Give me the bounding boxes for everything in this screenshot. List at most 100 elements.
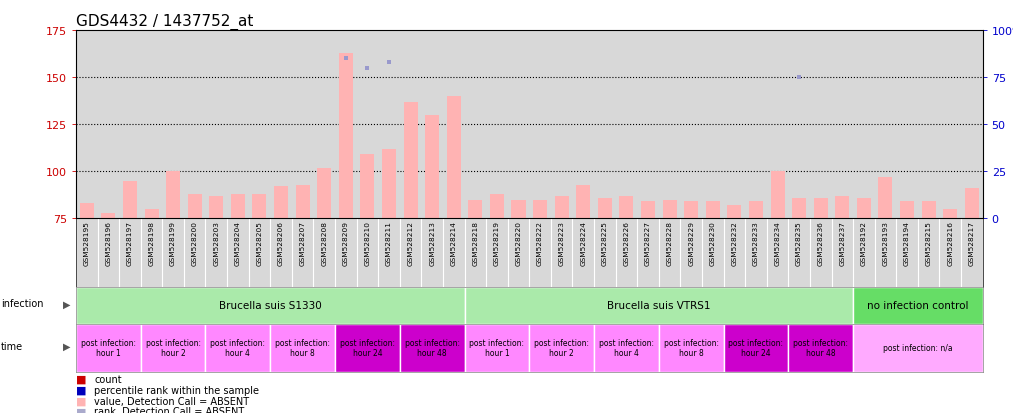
Bar: [853, 287, 983, 324]
Text: GSM528226: GSM528226: [623, 221, 629, 266]
Bar: [338, 54, 353, 219]
Bar: [76, 324, 141, 372]
Text: GSM528228: GSM528228: [667, 221, 673, 266]
Text: GSM528203: GSM528203: [214, 221, 219, 266]
Text: GSM528192: GSM528192: [861, 221, 867, 266]
Bar: [425, 116, 440, 219]
Text: GSM528204: GSM528204: [235, 221, 241, 266]
Text: GSM528233: GSM528233: [753, 221, 759, 266]
Text: post infection:
hour 1: post infection: hour 1: [81, 338, 136, 358]
Text: ■: ■: [76, 385, 86, 395]
Bar: [706, 202, 720, 219]
Text: GSM528212: GSM528212: [407, 221, 413, 266]
Bar: [465, 287, 853, 324]
Text: post infection:
hour 4: post infection: hour 4: [599, 338, 654, 358]
Bar: [663, 200, 677, 219]
Bar: [231, 195, 245, 219]
Text: Brucella suis VTRS1: Brucella suis VTRS1: [607, 301, 710, 311]
Bar: [792, 198, 806, 219]
Bar: [187, 195, 202, 219]
Text: GSM528196: GSM528196: [105, 221, 111, 266]
Text: GSM528195: GSM528195: [84, 221, 90, 266]
Text: ■: ■: [76, 396, 86, 406]
Text: GSM528217: GSM528217: [968, 221, 975, 266]
Text: GSM528193: GSM528193: [882, 221, 888, 266]
Bar: [400, 324, 465, 372]
Bar: [123, 181, 137, 219]
Text: post infection:
hour 48: post infection: hour 48: [793, 338, 848, 358]
Text: GSM528235: GSM528235: [796, 221, 802, 266]
Bar: [900, 202, 914, 219]
Text: GSM528215: GSM528215: [926, 221, 932, 266]
Text: ■: ■: [76, 374, 86, 384]
Bar: [853, 324, 983, 372]
Text: post infection:
hour 48: post infection: hour 48: [404, 338, 460, 358]
Text: GSM528206: GSM528206: [278, 221, 284, 266]
Text: GSM528211: GSM528211: [386, 221, 392, 266]
Bar: [857, 198, 871, 219]
Bar: [727, 206, 742, 219]
Text: GSM528208: GSM528208: [321, 221, 327, 266]
Bar: [76, 287, 465, 324]
Text: GSM528224: GSM528224: [580, 221, 587, 266]
Text: GSM528205: GSM528205: [256, 221, 262, 266]
Bar: [943, 209, 957, 219]
Bar: [922, 202, 936, 219]
Text: ■: ■: [76, 406, 86, 413]
Bar: [723, 324, 788, 372]
Text: GSM528219: GSM528219: [494, 221, 499, 266]
Text: post infection:
hour 8: post infection: hour 8: [664, 338, 718, 358]
Bar: [813, 198, 828, 219]
Bar: [530, 324, 594, 372]
Text: GSM528199: GSM528199: [170, 221, 176, 266]
Text: GSM528194: GSM528194: [904, 221, 910, 266]
Text: GSM528237: GSM528237: [840, 221, 845, 266]
Bar: [576, 185, 591, 219]
Text: GSM528222: GSM528222: [537, 221, 543, 266]
Text: GSM528214: GSM528214: [451, 221, 457, 266]
Text: count: count: [94, 374, 122, 384]
Text: ▶: ▶: [63, 341, 70, 351]
Text: percentile rank within the sample: percentile rank within the sample: [94, 385, 259, 395]
Bar: [964, 189, 979, 219]
Text: post infection:
hour 1: post infection: hour 1: [469, 338, 525, 358]
Text: GSM528197: GSM528197: [127, 221, 133, 266]
Text: rank, Detection Call = ABSENT: rank, Detection Call = ABSENT: [94, 406, 244, 413]
Bar: [598, 198, 612, 219]
Bar: [296, 185, 310, 219]
Bar: [749, 202, 763, 219]
Bar: [836, 196, 849, 219]
Bar: [490, 195, 503, 219]
Bar: [141, 324, 206, 372]
Bar: [465, 324, 529, 372]
Bar: [533, 200, 547, 219]
Text: ▶: ▶: [63, 299, 70, 309]
Text: GSM528225: GSM528225: [602, 221, 608, 266]
Bar: [771, 172, 784, 219]
Text: time: time: [1, 341, 23, 351]
Text: GSM528230: GSM528230: [710, 221, 716, 266]
Text: GSM528209: GSM528209: [342, 221, 348, 266]
Text: post infection:
hour 2: post infection: hour 2: [534, 338, 590, 358]
Text: post infection:
hour 24: post infection: hour 24: [340, 338, 395, 358]
Text: GSM528207: GSM528207: [300, 221, 306, 266]
Text: value, Detection Call = ABSENT: value, Detection Call = ABSENT: [94, 396, 249, 406]
Text: GSM528223: GSM528223: [559, 221, 564, 266]
Text: GSM528198: GSM528198: [149, 221, 155, 266]
Bar: [101, 213, 115, 219]
Text: GSM528213: GSM528213: [430, 221, 436, 266]
Text: post infection:
hour 4: post infection: hour 4: [211, 338, 265, 358]
Bar: [403, 102, 417, 219]
Bar: [317, 168, 331, 219]
Bar: [206, 324, 270, 372]
Bar: [447, 97, 461, 219]
Bar: [512, 200, 526, 219]
Bar: [270, 324, 335, 372]
Bar: [619, 196, 633, 219]
Text: infection: infection: [1, 299, 44, 309]
Bar: [788, 324, 853, 372]
Text: post infection:
hour 8: post infection: hour 8: [276, 338, 330, 358]
Bar: [166, 172, 180, 219]
Text: no infection control: no infection control: [867, 301, 968, 311]
Text: GSM528232: GSM528232: [731, 221, 737, 266]
